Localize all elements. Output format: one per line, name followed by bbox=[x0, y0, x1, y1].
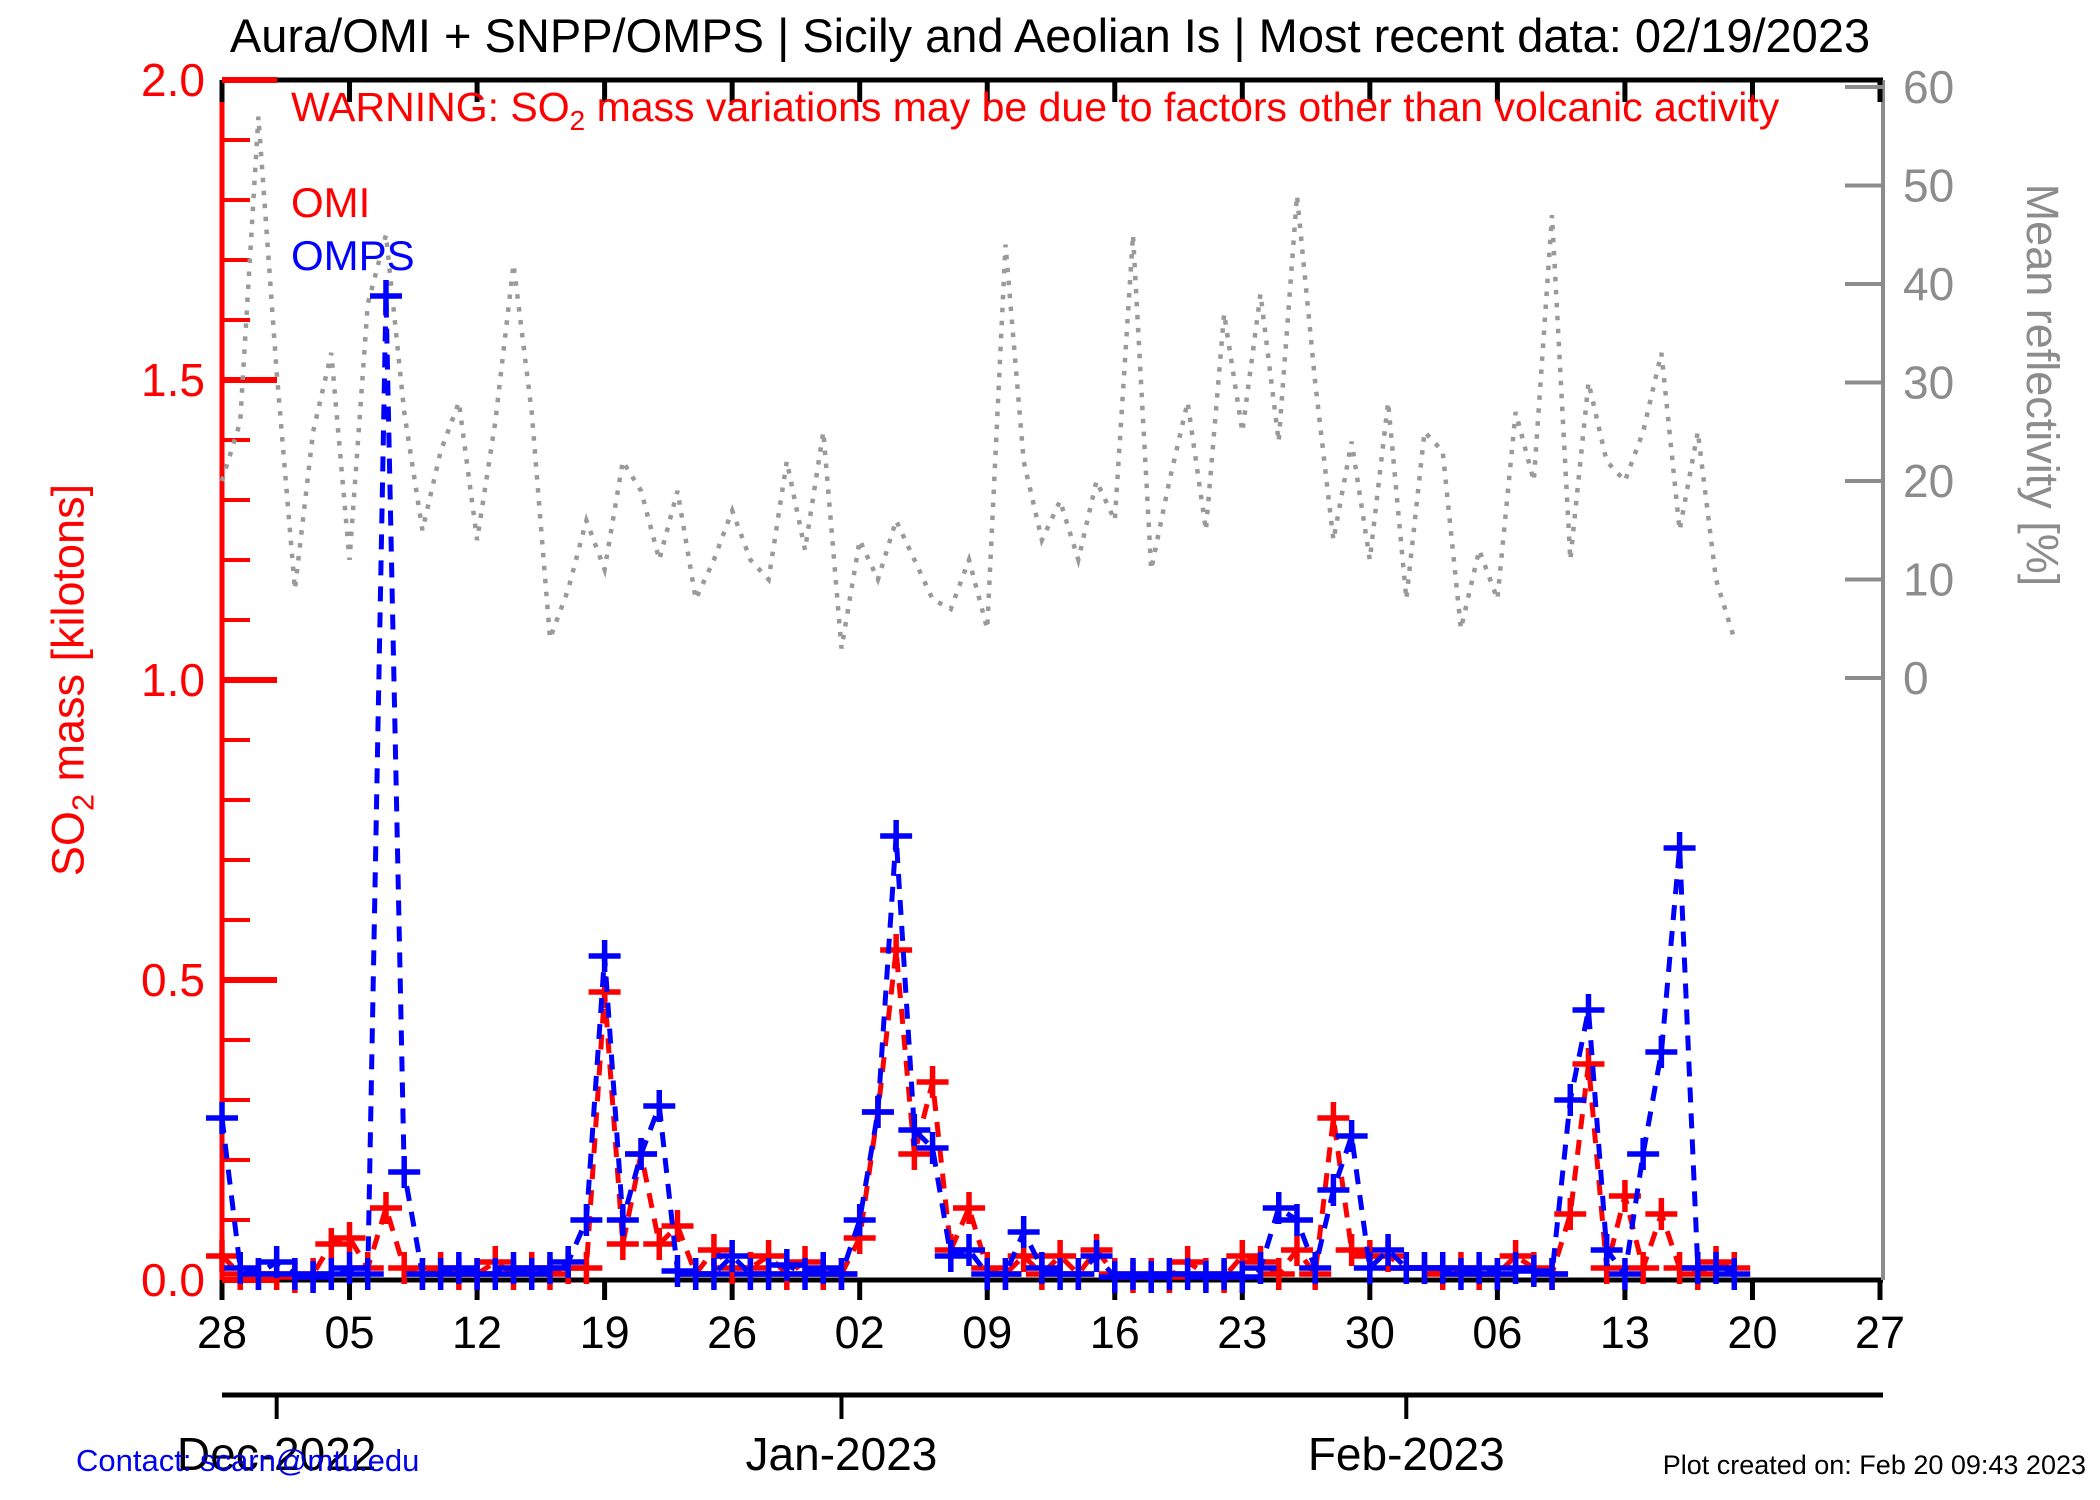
plot-created-timestamp: Plot created on: Feb 20 09:43 2023 bbox=[1662, 1450, 2086, 1480]
svg-text:Feb-2023: Feb-2023 bbox=[1308, 1428, 1505, 1480]
warning-suffix: mass variations may be due to factors ot… bbox=[585, 84, 1780, 130]
svg-text:0.5: 0.5 bbox=[141, 954, 205, 1006]
warning-text: WARNING: SO2 mass variations may be due … bbox=[291, 84, 1779, 137]
legend: OMI OMPS bbox=[291, 176, 415, 282]
svg-text:06: 06 bbox=[1472, 1307, 1522, 1358]
svg-text:23: 23 bbox=[1217, 1307, 1267, 1358]
svg-text:05: 05 bbox=[325, 1307, 375, 1358]
svg-text:40: 40 bbox=[1903, 258, 1954, 310]
svg-text:60: 60 bbox=[1903, 61, 1954, 113]
svg-text:1.5: 1.5 bbox=[141, 354, 205, 406]
svg-text:Jan-2023: Jan-2023 bbox=[746, 1428, 938, 1480]
svg-text:2.0: 2.0 bbox=[141, 54, 205, 106]
legend-item-omps: OMPS bbox=[291, 232, 415, 279]
warning-prefix: WARNING: SO bbox=[291, 84, 570, 130]
contact-email: Contact: scarn@mtu.edu bbox=[76, 1443, 420, 1478]
svg-text:30: 30 bbox=[1345, 1307, 1395, 1358]
y-axis-label-reflectivity: Mean reflectivity [%] bbox=[2017, 183, 2068, 587]
svg-text:27: 27 bbox=[1855, 1307, 1905, 1358]
svg-text:10: 10 bbox=[1903, 554, 1954, 606]
svg-text:Dec-2022: Dec-2022 bbox=[177, 1428, 376, 1480]
svg-text:13: 13 bbox=[1600, 1307, 1650, 1358]
series-omps bbox=[206, 280, 1751, 1293]
series-mean-reflectivity bbox=[219, 116, 1737, 649]
svg-text:20: 20 bbox=[1727, 1307, 1777, 1358]
svg-text:1.0: 1.0 bbox=[141, 654, 205, 706]
svg-text:02: 02 bbox=[835, 1307, 885, 1358]
svg-text:16: 16 bbox=[1090, 1307, 1140, 1358]
svg-text:20: 20 bbox=[1903, 455, 1954, 507]
warning-subscript: 2 bbox=[569, 105, 586, 137]
series-omi bbox=[206, 934, 1751, 1293]
svg-text:12: 12 bbox=[452, 1307, 502, 1358]
svg-text:0: 0 bbox=[1903, 652, 1929, 704]
svg-text:19: 19 bbox=[580, 1307, 630, 1358]
svg-text:0.0: 0.0 bbox=[141, 1254, 205, 1306]
svg-text:09: 09 bbox=[962, 1307, 1012, 1358]
svg-text:28: 28 bbox=[197, 1307, 247, 1358]
svg-text:50: 50 bbox=[1903, 160, 1954, 212]
chart-title: Aura/OMI + SNPP/OMPS | Sicily and Aeolia… bbox=[229, 9, 1871, 62]
svg-text:30: 30 bbox=[1903, 357, 1954, 409]
svg-text:26: 26 bbox=[707, 1307, 757, 1358]
y-axis-label-so2: SO2 mass [kilotons] bbox=[42, 483, 101, 877]
legend-item-omi: OMI bbox=[291, 179, 371, 226]
